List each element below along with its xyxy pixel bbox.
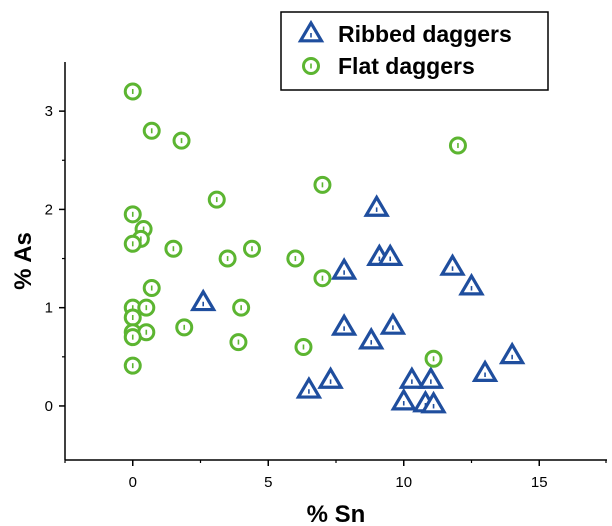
flat-daggers-point [123,308,142,327]
y-ticks: 0 1 2 3 [45,103,65,415]
flat-daggers-point [123,82,142,101]
ribbed-daggers-point [189,288,217,312]
ribbed-daggers-point [439,253,466,276]
ribbed-daggers-point [398,366,426,389]
flat-daggers-point [137,298,156,317]
triangle-marker-shape [330,313,358,336]
flat-daggers-point [294,337,313,356]
y-tick-label: 0 [45,398,53,415]
y-tick-label: 1 [45,300,53,317]
x-tick-label: 0 [129,474,137,491]
ribbed-daggers-point [498,341,526,365]
flat-daggers-point [142,279,161,298]
triangle-marker-shape [417,366,445,389]
ribbed-daggers-point [471,359,499,382]
legend-entries: Ribbed daggers Flat daggers [297,19,512,79]
ribbed-daggers-point [376,243,404,266]
triangle-marker-shape [439,253,466,276]
data-points [123,82,526,414]
flat-daggers-point [123,205,142,224]
triangle-marker-shape [420,390,447,414]
legend-marker-ribbed-daggers [297,19,325,43]
flat-daggers-point [424,349,443,368]
ribbed-daggers-point [379,312,407,335]
x-tick-label: 5 [264,474,272,491]
ribbed-daggers-point [330,313,358,336]
triangle-marker-shape [317,366,344,389]
flat-daggers-point [123,328,142,347]
flat-daggers-point [448,136,467,155]
flat-daggers-point [313,269,332,288]
flat-daggers-point [142,121,161,140]
flat-daggers-point [242,239,261,258]
flat-daggers-point [123,356,142,375]
flat-daggers-point [123,234,142,253]
ribbed-daggers-point [417,366,445,389]
triangle-marker-shape [189,288,217,312]
ribbed-daggers-point [357,326,385,350]
legend: Ribbed daggers Flat daggers [280,11,549,91]
triangle-marker-shape [390,387,417,411]
flat-daggers-point [164,239,183,258]
ribbed-daggers-point [458,272,485,296]
flat-daggers-point [286,249,305,268]
flat-daggers-point [175,318,194,337]
ribbed-daggers-point [390,387,417,411]
legend-marker-flat-daggers [302,57,320,75]
triangle-marker-shape [458,272,485,296]
triangle-marker-shape [330,257,358,280]
axes: 0 1 2 3 0 5 10 15 [45,62,607,491]
x-ticks: 0 5 10 15 [64,460,607,491]
flat-daggers-point [313,175,332,194]
triangle-marker-shape [357,326,385,350]
ribbed-daggers-point [295,376,323,399]
x-axis-title: % Sn [307,501,366,526]
ribbed-daggers-point [330,257,358,280]
triangle-marker-shape [376,243,404,266]
legend-label-flat-daggers: Flat daggers [338,53,475,79]
triangle-marker-shape [498,341,526,365]
triangle-marker-shape [471,359,499,382]
triangle-marker-shape [363,194,390,217]
y-tick-label: 2 [45,201,53,218]
flat-daggers-point [229,333,248,352]
ribbed-daggers-point [363,194,390,217]
flat-daggers-point [207,190,226,209]
legend-label-ribbed-daggers: Ribbed daggers [338,21,512,47]
legend-box [280,11,549,91]
x-tick-label: 10 [395,474,412,491]
y-axis-title: % As [10,232,37,290]
y-tick-label: 3 [45,103,53,120]
triangle-marker-shape [398,366,426,389]
ribbed-daggers-point [420,390,447,414]
flat-daggers-point [172,131,191,150]
triangle-marker-shape [295,376,323,399]
flat-daggers-point [232,298,251,317]
triangle-marker-shape [297,19,325,43]
triangle-marker-shape [379,312,407,335]
ribbed-daggers-point [317,366,344,389]
flat-daggers-point [218,249,237,268]
x-tick-label: 15 [531,474,548,491]
